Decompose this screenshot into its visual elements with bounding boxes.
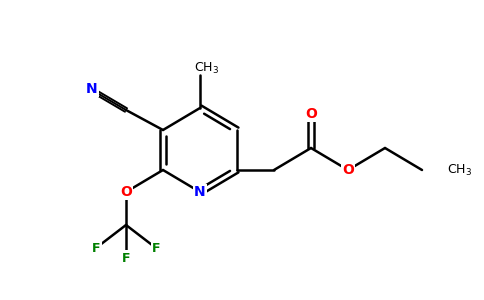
Text: O: O [305, 107, 317, 121]
Text: O: O [120, 185, 132, 199]
Text: N: N [86, 82, 98, 96]
Text: F: F [152, 242, 160, 254]
Text: CH$_3$: CH$_3$ [447, 162, 472, 178]
Text: N: N [194, 185, 206, 199]
Text: F: F [92, 242, 100, 254]
Text: CH$_3$: CH$_3$ [195, 60, 220, 76]
Text: O: O [342, 163, 354, 177]
Text: F: F [122, 251, 130, 265]
